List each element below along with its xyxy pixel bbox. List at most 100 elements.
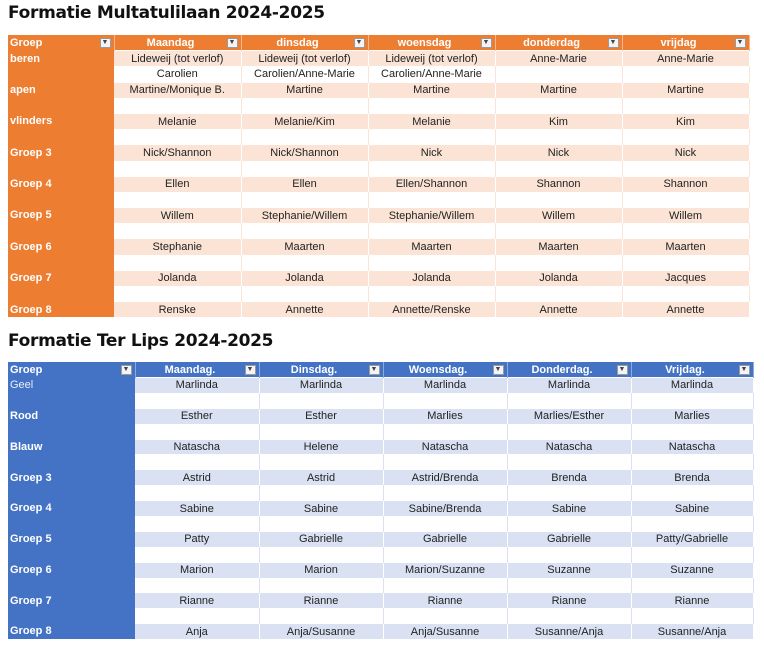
table-row	[8, 516, 754, 532]
table-row	[8, 608, 754, 624]
teacher-cell	[383, 546, 508, 563]
teacher-cell: Gabrielle	[259, 530, 384, 547]
column-header[interactable]: Maandag ▼	[114, 35, 242, 51]
teacher-cell: Martine	[241, 81, 369, 98]
table-row: Rood Esther Esther Marlies Marlies/Esther Mar…	[8, 407, 754, 424]
table-row: Groep 4 Ellen Ellen Ellen/Shannon Shannon Sha…	[8, 175, 750, 192]
teacher-cell: Lideweij (tot verlof)	[241, 50, 369, 67]
teacher-cell	[507, 485, 632, 501]
ter-lips-table: Groep ▼ Maandag. ▼ Dinsdag. ▼ Woensdag. ▼ Donder…	[8, 362, 754, 640]
teacher-cell	[495, 129, 623, 145]
teacher-cell: Nick/Shannon	[241, 144, 369, 161]
group-cell	[8, 160, 114, 177]
teacher-cell	[259, 423, 384, 440]
filter-dropdown-icon[interactable]: ▼	[120, 365, 132, 375]
table-row: beren Lideweij (tot verlof) Lideweij (tot …	[8, 50, 750, 67]
teacher-cell	[495, 97, 623, 114]
group-cell	[8, 97, 114, 114]
column-header[interactable]: Maandag. ▼	[135, 362, 260, 378]
filter-dropdown-icon[interactable]: ▼	[607, 38, 619, 48]
filter-dropdown-icon[interactable]: ▼	[492, 365, 504, 375]
column-header-label: Groep	[10, 36, 43, 49]
group-cell: Groep 3	[8, 144, 114, 161]
teacher-cell: Astrid	[135, 469, 260, 486]
table-row	[8, 254, 750, 271]
column-header[interactable]: Dinsdag. ▼	[259, 362, 384, 378]
teacher-cell: Maarten	[241, 238, 369, 255]
table-row: Groep 7 Jolanda Jolanda Jolanda Jolanda Jacqu…	[8, 269, 750, 286]
filter-dropdown-icon[interactable]: ▼	[368, 365, 380, 375]
group-cell	[8, 454, 135, 470]
teacher-cell: Nick/Shannon	[114, 144, 242, 161]
teacher-cell: Susanne/Anja	[631, 623, 754, 640]
teacher-cell: Marlinda	[631, 376, 754, 393]
teacher-cell: Anne-Marie	[495, 50, 623, 67]
teacher-cell: Sabine	[259, 500, 384, 517]
group-cell: Groep 7	[8, 592, 135, 609]
column-header-label: donderdag	[523, 36, 580, 49]
table-row: Carolien Carolien/Anne-Marie Carolien/Anne…	[8, 66, 750, 83]
teacher-cell: Renske	[114, 301, 242, 318]
table-row: Groep 6 Stephanie Maarten Maarten Maarten Maa…	[8, 238, 750, 255]
filter-dropdown-icon[interactable]: ▼	[353, 38, 365, 48]
column-header[interactable]: Donderdag. ▼	[507, 362, 632, 378]
teacher-cell: Willem	[495, 207, 623, 224]
teacher-cell	[259, 516, 384, 532]
table-row: Groep 7 Rianne Rianne Rianne Rianne Rianne	[8, 592, 754, 609]
column-header[interactable]: Vrijdag. ▼	[631, 362, 754, 378]
teacher-cell: Kim	[495, 112, 623, 130]
group-cell: Geel	[8, 377, 135, 393]
teacher-cell: Esther	[135, 407, 260, 424]
teacher-cell: Annette/Renske	[368, 301, 496, 318]
teacher-cell	[135, 485, 260, 501]
column-header[interactable]: dinsdag ▼	[241, 35, 369, 51]
teacher-cell: Carolien	[114, 66, 242, 83]
filter-dropdown-icon[interactable]: ▼	[244, 365, 256, 375]
teacher-cell: Nick	[622, 144, 750, 161]
teacher-cell	[368, 254, 496, 271]
column-header[interactable]: Groep ▼	[8, 35, 115, 51]
teacher-cell: Lideweij (tot verlof)	[368, 50, 496, 67]
filter-dropdown-icon[interactable]: ▼	[734, 38, 746, 48]
group-cell	[8, 546, 135, 563]
teacher-cell	[368, 286, 496, 302]
column-header-label: Maandag	[146, 36, 195, 49]
teacher-cell	[507, 454, 632, 470]
teacher-cell	[368, 97, 496, 114]
filter-dropdown-icon[interactable]: ▼	[226, 38, 238, 48]
teacher-cell: Maarten	[495, 238, 623, 255]
teacher-cell: Sabine/Brenda	[383, 500, 508, 517]
teacher-cell	[622, 66, 750, 83]
table-row	[8, 546, 754, 563]
filter-dropdown-icon[interactable]: ▼	[99, 38, 111, 48]
teacher-cell	[383, 608, 508, 624]
column-header[interactable]: Groep ▼	[8, 362, 136, 378]
group-cell: Groep 7	[8, 270, 114, 286]
group-cell: Groep 8	[8, 623, 135, 640]
teacher-cell: Jolanda	[241, 269, 369, 286]
teacher-cell	[114, 191, 242, 208]
group-cell	[8, 66, 114, 83]
column-header[interactable]: donderdag ▼	[495, 35, 623, 51]
column-header[interactable]: Woensdag. ▼	[383, 362, 508, 378]
teacher-cell: Rianne	[507, 592, 632, 609]
teacher-cell: Annette	[622, 301, 750, 318]
column-header[interactable]: vrijdag ▼	[622, 35, 750, 51]
filter-dropdown-icon[interactable]: ▼	[738, 365, 750, 375]
group-cell	[8, 423, 135, 440]
teacher-cell: Sabine	[507, 500, 632, 517]
teacher-cell	[135, 423, 260, 440]
teacher-cell	[495, 286, 623, 302]
table-row	[8, 577, 754, 593]
teacher-cell	[507, 423, 632, 440]
column-header[interactable]: woensdag ▼	[368, 35, 496, 51]
teacher-cell	[383, 485, 508, 501]
table-row	[8, 97, 750, 114]
filter-dropdown-icon[interactable]: ▼	[616, 365, 628, 375]
group-cell: Groep 3	[8, 469, 135, 486]
teacher-cell	[507, 516, 632, 532]
filter-dropdown-icon[interactable]: ▼	[480, 38, 492, 48]
teacher-cell: Natascha	[135, 438, 260, 455]
teacher-cell: Annette	[241, 301, 369, 318]
group-cell: Groep 4	[8, 500, 135, 517]
